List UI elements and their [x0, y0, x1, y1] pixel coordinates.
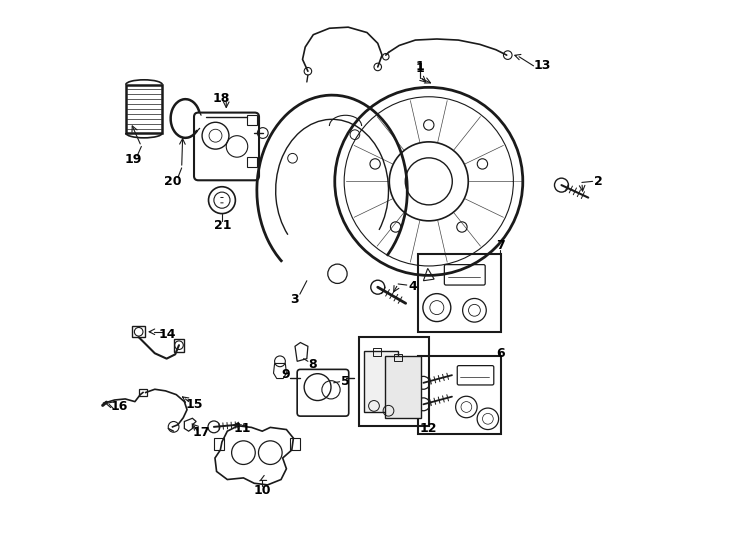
Bar: [247, 115, 258, 125]
Text: 3: 3: [290, 293, 299, 306]
Text: 5: 5: [341, 375, 350, 388]
Text: 16: 16: [110, 401, 128, 414]
Bar: [418, 356, 501, 434]
Text: 18: 18: [212, 92, 230, 105]
Bar: [394, 354, 402, 361]
Text: 10: 10: [253, 484, 271, 497]
Text: 2: 2: [594, 175, 603, 188]
Bar: [247, 157, 258, 167]
Text: 1: 1: [415, 62, 424, 75]
Bar: [126, 85, 162, 133]
Polygon shape: [364, 350, 398, 413]
Bar: [373, 348, 381, 356]
Text: 1: 1: [415, 60, 424, 73]
Text: 17: 17: [193, 426, 210, 438]
Bar: [139, 389, 148, 396]
Text: 7: 7: [496, 239, 504, 252]
Bar: [290, 438, 300, 450]
Text: 8: 8: [308, 357, 316, 370]
Text: 19: 19: [125, 153, 142, 166]
Text: 4: 4: [408, 280, 417, 293]
Bar: [132, 326, 145, 337]
Text: 12: 12: [420, 422, 437, 435]
Text: 6: 6: [496, 347, 504, 360]
Polygon shape: [385, 356, 421, 418]
Text: 15: 15: [185, 398, 203, 411]
Text: 20: 20: [164, 175, 181, 188]
Text: 13: 13: [534, 59, 551, 72]
Bar: [418, 254, 501, 332]
Bar: [214, 438, 224, 450]
Text: 14: 14: [159, 328, 176, 341]
Bar: [359, 337, 429, 426]
Text: 21: 21: [214, 219, 232, 232]
Bar: [174, 339, 184, 352]
Text: 9: 9: [281, 368, 290, 381]
Text: 11: 11: [233, 422, 250, 435]
